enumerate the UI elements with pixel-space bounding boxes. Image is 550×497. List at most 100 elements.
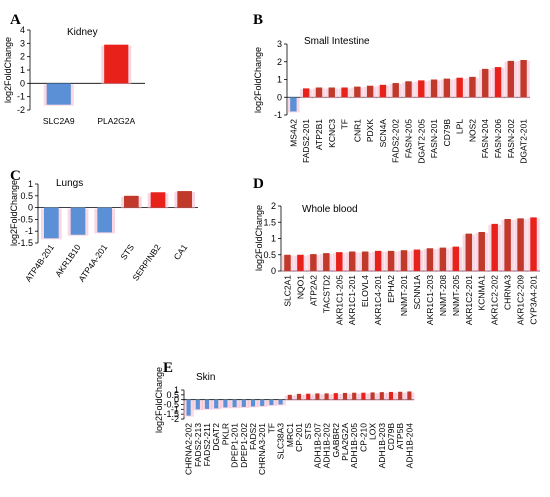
category-label: TF [266,423,276,433]
bar [352,392,357,400]
bar [491,223,498,271]
category-label: EPHA2 [386,275,396,303]
y-tick-label: 1.5 [263,217,276,227]
category-label: AKR1C1-201 [347,275,357,325]
category-label: SLC2A9 [43,116,75,126]
bar [44,207,59,239]
category-label: GABBR2 [331,423,341,458]
bar [278,399,283,405]
y-tick-label: -2 [17,105,25,115]
bar [361,251,369,271]
panel-b: B Small Intestine log2FoldChange -1 0 1 2 3 MS4A… [253,12,530,164]
category-label: SCNN1A [412,275,422,310]
category-label: AKR1C1-205 [334,275,344,325]
category-label: FASN-205 [404,119,414,158]
y-tick-label: 0 [174,395,179,405]
category-label: FASN-202 [506,119,516,158]
bar [374,250,382,271]
y-tick-label: 3 [20,38,25,48]
y-axis-label: log2FoldChange [9,180,19,246]
bar [354,86,361,98]
bar [407,391,412,400]
category-label: AKR1C4-201 [373,275,383,325]
category-label: CP-201 [294,423,304,452]
bar [290,97,297,112]
category-label: CP-210 [358,423,368,452]
category-label: STS [303,423,313,440]
bar [46,83,71,105]
y-tick-label: 1 [20,65,25,75]
category-label: STS [118,242,136,262]
category-label: KCNC3 [327,119,337,148]
bar [328,87,335,98]
bar [452,246,460,271]
bar [124,195,139,208]
bar [186,399,191,416]
y-tick-label: -0.5 [17,214,33,224]
bar [348,251,356,271]
category-label: ADH1B-204 [404,423,414,469]
y-tick-label: 1 [174,385,179,395]
category-label: ATP5B [395,423,405,450]
category-label: CA1 [172,242,190,262]
category-label: TF [340,119,350,129]
y-axis-label: log2FoldChange [254,205,264,271]
category-label: CNR1 [352,119,362,142]
bar [392,83,399,98]
panel-title: Whole blood [302,204,358,215]
bar [214,399,219,409]
bar [379,84,387,98]
y-tick-label: 1 [271,234,276,244]
bar [204,399,210,409]
category-label: LOX [368,423,378,440]
bar [260,399,265,406]
y-tick-label: 2 [271,201,276,211]
bar [517,218,524,271]
bar [150,192,166,208]
panel-a: A Kidney log2FoldChange -2 -1 0 1 2 3 4 SLC2A9 PLA2… [3,12,145,126]
bar [504,219,511,271]
y-tick-label: 0 [271,266,276,276]
bar [443,78,451,98]
bar [323,253,330,271]
category-label: MS4A2 [288,119,298,147]
panel-label: D [253,176,264,192]
bar [315,87,323,98]
y-tick-label: -2 [171,414,179,424]
y-tick-label: -1 [274,110,282,120]
bar [482,68,489,98]
bar [469,76,476,98]
bar [223,399,228,408]
category-label: ADH1B-203 [377,423,387,469]
y-tick-label: 0.5 [166,390,179,400]
category-label: LPL [455,119,465,134]
category-label: ADH1B-207 [312,423,322,469]
bar [418,80,425,98]
category-label: SLC38A3 [276,423,286,460]
bar [336,252,343,271]
category-label: FASN-201 [429,119,439,158]
bar [306,393,311,400]
category-label: AKR1C2-202 [490,275,500,325]
bar [302,88,310,98]
y-tick-label: 2 [277,57,282,67]
category-label: DGAT2-201 [519,119,529,164]
panel-label: E [163,360,173,376]
category-label: NNMT-208 [438,275,448,316]
bar [241,399,246,407]
bar [387,250,395,271]
category-label: SLC2A1 [282,275,292,307]
panel-title: Skin [196,372,215,383]
bar [379,392,384,400]
category-label: NNMT-201 [399,275,409,316]
y-tick-label: 0.5 [263,250,276,260]
y-tick-label: -1 [25,226,33,236]
category-label: FASN-204 [480,119,490,158]
bar [284,254,291,271]
y-tick-label: 1 [28,179,33,189]
category-label: AKR1C2-201 [464,275,474,325]
bar [177,191,192,208]
y-tick-label: 0.5 [20,191,33,201]
panel-label: C [10,168,21,184]
